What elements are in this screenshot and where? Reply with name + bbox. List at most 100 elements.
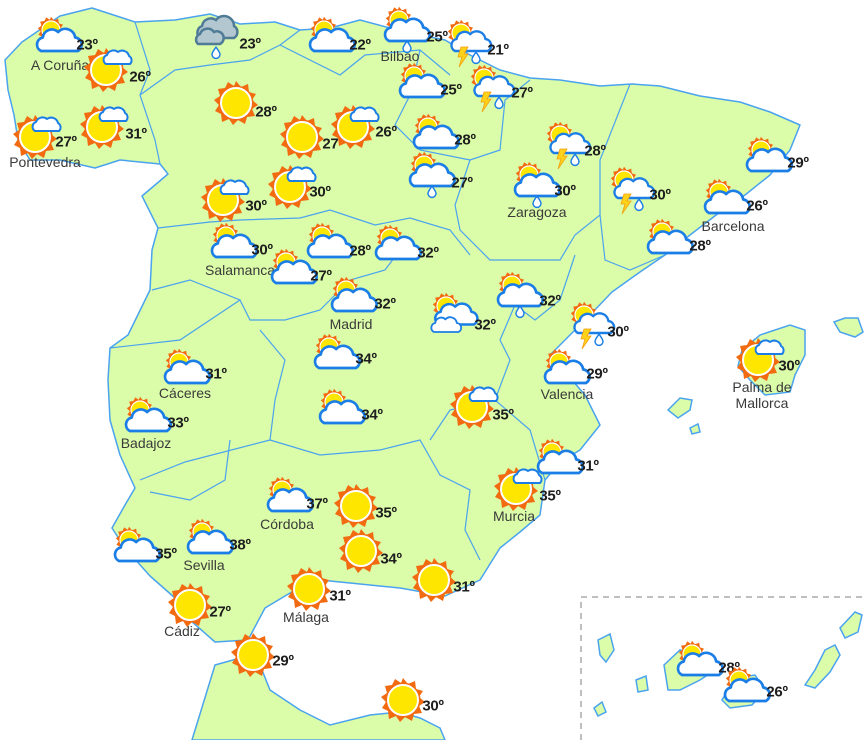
temperature-label: 30º xyxy=(778,357,800,375)
temperature-label: 32º xyxy=(374,295,396,313)
temperature-label: 29º xyxy=(586,365,608,383)
city-label: Pontevedra xyxy=(9,154,81,170)
temperature-label: 34º xyxy=(380,550,402,568)
sun-icon[interactable] xyxy=(285,566,333,612)
sun-icon[interactable] xyxy=(229,632,277,678)
sun-small-cloud-icon[interactable] xyxy=(12,113,62,160)
temperature-label: 30º xyxy=(251,241,273,259)
sun-icon[interactable] xyxy=(166,582,214,628)
cloud-sun-icon[interactable] xyxy=(743,136,794,180)
sun-small-cloud-icon[interactable] xyxy=(83,46,133,93)
sun-icon[interactable] xyxy=(410,557,458,603)
city-label: Málaga xyxy=(283,609,329,625)
temperature-label: 28º xyxy=(255,103,277,121)
temperature-label: 23º xyxy=(239,35,261,53)
city-label: Valencia xyxy=(540,386,594,402)
city-label: Sevilla xyxy=(183,557,225,573)
sun-small-cloud-icon[interactable] xyxy=(79,103,129,150)
cloud-sun-icon[interactable] xyxy=(701,178,752,222)
cloud-sun-storm-icon[interactable] xyxy=(606,166,656,215)
temperature-label: 29º xyxy=(787,154,809,172)
cloud-sun-icon[interactable] xyxy=(396,62,447,106)
cloud-sun-icon[interactable] xyxy=(328,276,379,320)
cloud-sun-icon[interactable] xyxy=(311,333,362,377)
cloud-sun-icon[interactable] xyxy=(111,526,162,570)
cloud-sun-storm-icon[interactable] xyxy=(466,64,516,113)
gray-cloud-rain-icon[interactable] xyxy=(194,14,242,60)
sun-icon[interactable] xyxy=(379,677,427,723)
temperature-label: 26º xyxy=(129,68,151,86)
sun-small-cloud-icon[interactable] xyxy=(200,176,250,223)
city-label: Barcelona xyxy=(701,218,765,234)
sun-small-cloud-icon[interactable] xyxy=(735,336,785,383)
cloud-sun-rain-icon[interactable] xyxy=(406,151,457,199)
temperature-label: 29º xyxy=(272,652,294,670)
temperature-label: 27º xyxy=(55,133,77,151)
temperature-label: 30º xyxy=(649,186,671,204)
cloud-sun-icon[interactable] xyxy=(304,222,355,266)
menorca xyxy=(832,317,864,338)
temperature-label: 32º xyxy=(539,292,561,310)
cloud-sun-icon[interactable] xyxy=(410,113,461,157)
city-label: Badajoz xyxy=(120,435,172,451)
cloud-sun-icon[interactable] xyxy=(316,388,367,432)
temperature-label: 31º xyxy=(453,578,475,596)
temperature-label: 31º xyxy=(205,365,227,383)
region-borders xyxy=(109,21,666,561)
temperature-label: 28º xyxy=(454,131,476,149)
cloud-sun-double-icon[interactable] xyxy=(428,292,479,340)
sun-icon[interactable] xyxy=(337,528,385,574)
sun-small-cloud-icon[interactable] xyxy=(330,103,380,150)
ibiza xyxy=(666,397,693,419)
temperature-label: 30º xyxy=(245,197,267,215)
temperature-label: 26º xyxy=(766,683,788,701)
temperature-label: 30º xyxy=(309,183,331,201)
temperature-label: 31º xyxy=(125,125,147,143)
cloud-sun-rain-icon[interactable] xyxy=(511,161,562,209)
temperature-label: 35º xyxy=(492,406,514,424)
temperature-label: 25º xyxy=(440,81,462,99)
cloud-sun-icon[interactable] xyxy=(306,16,357,60)
temperature-label: 31º xyxy=(577,457,599,475)
cloud-sun-icon[interactable] xyxy=(184,518,235,562)
cloud-sun-icon[interactable] xyxy=(674,640,725,684)
cloud-sun-icon[interactable] xyxy=(644,218,695,262)
city-label: Salamanca xyxy=(204,262,276,278)
cloud-sun-rain-icon[interactable] xyxy=(494,271,545,319)
sun-icon[interactable] xyxy=(212,80,260,126)
cloud-sun-icon[interactable] xyxy=(721,666,772,710)
canary-islands-inset xyxy=(580,596,866,740)
cloud-sun-storm-icon[interactable] xyxy=(443,19,493,68)
city-label: Córdoba xyxy=(260,516,314,532)
cloud-sun-icon[interactable] xyxy=(264,476,315,520)
cloud-sun-icon[interactable] xyxy=(122,396,173,440)
temperature-label: 33º xyxy=(167,414,189,432)
temperature-label: 27º xyxy=(511,84,533,102)
temperature-label: 32º xyxy=(474,316,496,334)
city-label: Palma de xyxy=(732,379,792,395)
cloud-sun-icon[interactable] xyxy=(33,16,84,60)
temperature-label: 30º xyxy=(554,182,576,200)
temperature-label: 32º xyxy=(417,244,439,262)
city-label: Cádiz xyxy=(164,623,200,639)
temperature-label: 30º xyxy=(607,323,629,341)
sun-icon[interactable] xyxy=(332,483,380,529)
cloud-sun-rain-icon[interactable] xyxy=(381,6,432,54)
temperature-label: 27º xyxy=(451,174,473,192)
sun-small-cloud-icon[interactable] xyxy=(449,383,499,430)
sun-small-cloud-icon[interactable] xyxy=(493,465,543,512)
formentera xyxy=(689,422,701,435)
temperature-label: 21º xyxy=(487,41,509,59)
cloud-sun-storm-icon[interactable] xyxy=(542,121,592,170)
temperature-label: 28º xyxy=(584,142,606,160)
city-label: Mallorca xyxy=(735,395,789,411)
city-label: Zaragoza xyxy=(507,204,567,220)
cloud-sun-icon[interactable] xyxy=(208,222,259,266)
cloud-sun-icon[interactable] xyxy=(372,224,423,268)
temperature-label: 38º xyxy=(229,536,251,554)
temperature-label: 37º xyxy=(306,495,328,513)
sun-icon[interactable] xyxy=(278,114,326,160)
temperature-label: 26º xyxy=(375,123,397,141)
temperature-label: 31º xyxy=(329,587,351,605)
city-label: Cáceres xyxy=(158,385,212,401)
